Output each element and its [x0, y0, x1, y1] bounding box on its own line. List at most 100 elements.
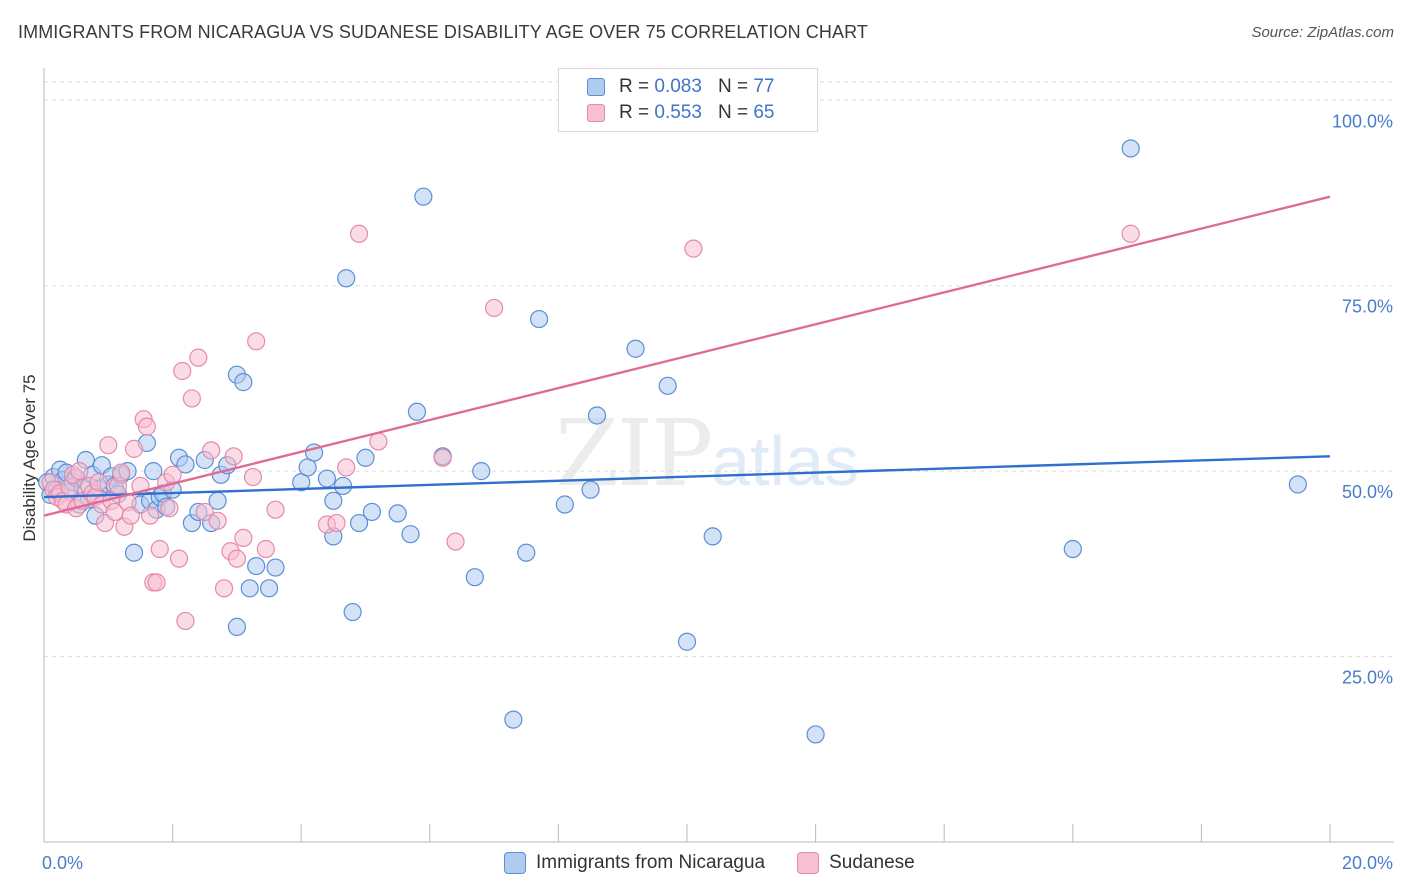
point-sudanese: [173, 361, 192, 381]
point-sudanese: [337, 458, 356, 477]
y-tick-label: 100.0%: [1332, 111, 1393, 131]
series-swatch-blue: [504, 852, 526, 874]
point-sudanese: [446, 532, 465, 551]
point-nicaragua: [343, 602, 362, 622]
legend-n-value: 77: [753, 76, 775, 97]
point-nicaragua: [658, 376, 677, 395]
chart-source: Source: ZipAtlas.com: [1251, 24, 1394, 41]
point-sudanese: [189, 348, 208, 367]
point-nicaragua: [626, 339, 645, 358]
series-legend-sudanese: Sudanese: [797, 852, 915, 874]
point-sudanese: [169, 549, 189, 568]
point-nicaragua: [176, 455, 195, 474]
point-nicaragua: [388, 504, 407, 523]
point-sudanese: [243, 467, 263, 487]
point-sudanese: [150, 539, 169, 559]
legend-row-sudanese: R = 0.553 N = 65: [587, 101, 774, 125]
point-sudanese: [160, 499, 179, 518]
point-nicaragua: [259, 579, 279, 598]
point-nicaragua: [555, 495, 574, 514]
point-nicaragua: [333, 476, 353, 496]
point-nicaragua: [401, 525, 420, 544]
point-nicaragua: [504, 710, 523, 729]
point-sudanese: [227, 549, 246, 568]
x-tick-label: 0.0%: [42, 853, 83, 873]
point-nicaragua: [1121, 139, 1140, 158]
point-nicaragua: [266, 558, 285, 577]
point-nicaragua: [1288, 475, 1307, 494]
point-sudanese: [140, 506, 160, 525]
trend-line-sudanese: [43, 195, 1331, 517]
series-label-sudanese: Sudanese: [829, 852, 915, 873]
point-sudanese: [208, 511, 227, 530]
point-nicaragua: [124, 543, 144, 562]
point-sudanese: [195, 502, 214, 522]
point-sudanese: [112, 463, 131, 482]
legend-row-nicaragua: R = 0.083 N = 77: [587, 75, 774, 99]
legend-n-value: 65: [753, 102, 775, 123]
point-nicaragua: [517, 543, 536, 562]
point-nicaragua: [349, 513, 369, 533]
legend-r-label: R =: [619, 76, 650, 97]
watermark: ZIPatlas: [555, 400, 859, 507]
point-nicaragua: [324, 491, 343, 510]
point-sudanese: [147, 573, 166, 592]
point-nicaragua: [240, 579, 259, 598]
point-sudanese: [124, 439, 144, 458]
y-tick-label: 25.0%: [1342, 668, 1393, 688]
series-legend: Immigrants from Nicaragua Sudanese: [504, 852, 947, 874]
axes: [43, 68, 1394, 843]
point-sudanese: [369, 432, 388, 451]
series-label-nicaragua: Immigrants from Nicaragua: [536, 852, 766, 873]
point-sudanese: [256, 539, 275, 559]
point-nicaragua: [247, 556, 266, 576]
point-sudanese: [433, 448, 452, 467]
point-nicaragua: [1063, 539, 1082, 559]
series-swatch-pink: [797, 852, 820, 874]
point-sudanese: [89, 473, 108, 492]
y-tick-label: 75.0%: [1342, 297, 1393, 317]
point-nicaragua: [144, 462, 163, 481]
y-axis-label: Disability Age Over 75: [20, 374, 39, 541]
x-tick-label: 20.0%: [1342, 853, 1393, 873]
point-nicaragua: [337, 269, 356, 288]
point-nicaragua: [465, 568, 484, 587]
point-nicaragua: [227, 617, 246, 636]
point-sudanese: [1121, 224, 1140, 243]
point-sudanese: [234, 528, 253, 547]
point-sudanese: [182, 389, 201, 408]
point-sudanese: [176, 611, 195, 631]
trend-lines: [43, 195, 1331, 517]
point-sudanese: [202, 441, 221, 460]
axis-labels: 25.0% 50.0% 75.0% 100.0% 0.0% 20.0% Disability…: [20, 111, 1393, 873]
point-sudanese: [214, 579, 234, 598]
point-nicaragua: [806, 725, 825, 744]
point-nicaragua: [581, 480, 600, 499]
grid-lines: [44, 81, 1394, 658]
point-sudanese: [137, 417, 156, 436]
watermark-zip: ZIP: [555, 400, 713, 507]
chart-title: IMMIGRANTS FROM NICARAGUA VS SUDANESE DI…: [18, 22, 868, 42]
legend-swatch-blue: [587, 78, 605, 96]
point-nicaragua: [234, 373, 253, 392]
legend-n-label: N =: [717, 102, 749, 123]
point-sudanese: [224, 447, 243, 466]
series-legend-nicaragua: Immigrants from Nicaragua: [504, 852, 765, 874]
point-nicaragua: [356, 448, 375, 467]
point-sudanese: [247, 332, 266, 351]
legend-n-label: N =: [717, 76, 749, 97]
point-nicaragua: [677, 632, 697, 651]
point-nicaragua: [362, 502, 382, 522]
point-sudanese: [349, 224, 369, 243]
point-nicaragua: [587, 406, 607, 425]
legend-r-value: 0.553: [654, 102, 702, 123]
point-sudanese: [684, 239, 703, 258]
point-nicaragua: [472, 462, 491, 481]
point-sudanese: [121, 506, 140, 525]
point-sudanese: [163, 465, 182, 484]
watermark-atlas: atlas: [711, 422, 860, 500]
correlation-legend: R = 0.083 N = 77 R = 0.553 N = 65: [558, 68, 818, 132]
point-sudanese: [485, 298, 504, 318]
point-nicaragua: [414, 187, 433, 206]
